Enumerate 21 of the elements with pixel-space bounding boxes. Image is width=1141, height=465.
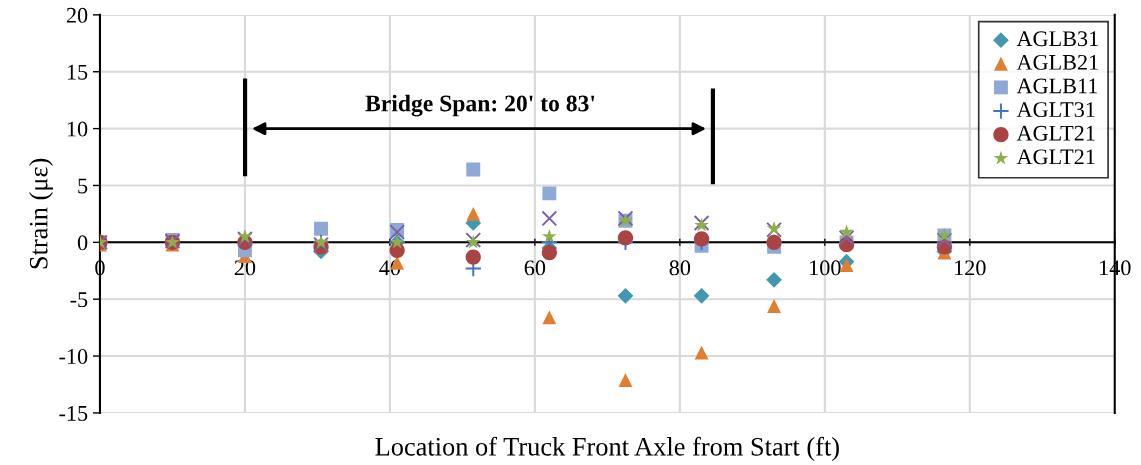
legend-label: AGLB31: [1016, 31, 1098, 47]
y-tick-label: -15: [59, 405, 88, 421]
legend-label: AGLT21: [1016, 125, 1095, 141]
x-tick-label: 120: [955, 260, 986, 276]
x-tick-label: 100: [810, 260, 841, 276]
y-tick-label: 5: [78, 178, 88, 194]
x-tick-label: 60: [524, 260, 546, 276]
y-tick-label: 10: [67, 121, 88, 137]
legend-label: AGLT21: [1016, 149, 1095, 165]
annotation: Bridge Span: 20' to 83': [365, 94, 595, 117]
legend-label: AGLB21: [1016, 54, 1098, 70]
y-axis-title: Strain (με): [29, 158, 53, 269]
legend-label: AGLB11: [1016, 78, 1098, 94]
x-axis-title: Location of Truck Front Axle from Start (ft): [375, 436, 839, 461]
y-tick-label: 0: [77, 235, 88, 251]
y-tick-label: 15: [67, 64, 88, 80]
y-tick-label: -10: [59, 348, 88, 364]
x-tick-label: 80: [669, 260, 691, 276]
y-tick-label: 20: [66, 7, 88, 23]
legend-label: AGLT31: [1016, 102, 1095, 118]
y-tick-label: -5: [70, 292, 88, 308]
